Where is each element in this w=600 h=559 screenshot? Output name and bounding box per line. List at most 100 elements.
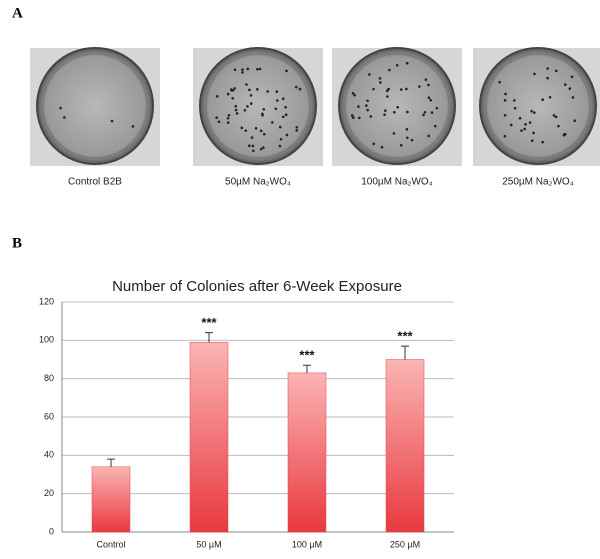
colony: [233, 68, 237, 72]
colony: [278, 144, 282, 148]
colony: [226, 121, 230, 124]
colony: [295, 125, 299, 129]
colony: [387, 87, 390, 91]
colony: [570, 75, 574, 79]
plate-label: 100µM Na₂WO₄: [361, 177, 433, 188]
colony: [530, 139, 534, 143]
colony: [513, 99, 516, 102]
colony: [279, 137, 283, 141]
colony: [392, 132, 396, 135]
colony: [372, 87, 375, 91]
colony: [366, 99, 369, 103]
colony: [250, 136, 254, 139]
colony: [503, 134, 507, 138]
colony: [240, 126, 244, 130]
y-tick-label: 120: [39, 296, 54, 306]
colony: [278, 125, 282, 129]
colony: [353, 93, 356, 97]
colony: [274, 107, 278, 111]
colony: [262, 146, 265, 149]
colony: [406, 136, 409, 140]
colony: [284, 105, 287, 109]
y-tick-label: 40: [44, 450, 54, 460]
colony: [231, 96, 235, 100]
colony: [261, 112, 264, 116]
colony: [433, 124, 437, 128]
colony: [571, 96, 575, 99]
colony: [533, 72, 536, 76]
colony: [383, 109, 387, 112]
colony: [395, 64, 399, 67]
colony: [241, 68, 244, 71]
colony: [520, 129, 523, 132]
bar: [385, 359, 425, 533]
colony: [246, 67, 250, 71]
y-tick-label: 60: [44, 411, 54, 421]
colony: [405, 128, 409, 131]
significance: ***: [201, 315, 217, 330]
colony: [573, 119, 577, 123]
colony: [351, 91, 355, 95]
colony: [249, 102, 253, 105]
plate-rim: [42, 53, 148, 159]
panel-label: A: [12, 5, 23, 21]
colony: [503, 99, 507, 102]
colony: [295, 129, 299, 132]
colony: [284, 113, 288, 117]
colony: [365, 104, 368, 107]
colony: [357, 116, 361, 120]
x-tick-label: Control: [96, 539, 125, 549]
error-bar: [303, 364, 311, 373]
colony: [378, 77, 382, 80]
colony: [541, 140, 544, 144]
colony: [281, 97, 285, 101]
colony: [234, 104, 237, 108]
x-tick-label: 250 µM: [390, 539, 420, 549]
colony: [234, 108, 238, 112]
plate: [199, 47, 317, 165]
colony: [258, 67, 262, 71]
colony: [262, 132, 266, 136]
colony: [217, 120, 221, 124]
colony: [530, 109, 533, 113]
colony: [256, 67, 259, 71]
colony: [298, 87, 302, 91]
colony: [418, 85, 421, 88]
colony: [266, 90, 270, 93]
colony: [131, 125, 135, 128]
colony: [504, 92, 507, 96]
x-tick-label: 50 µM: [196, 539, 221, 549]
significance: ***: [299, 348, 315, 363]
colony: [244, 129, 248, 132]
colony: [281, 115, 285, 119]
colony: [541, 98, 544, 101]
colony: [503, 113, 507, 117]
colony: [285, 69, 288, 73]
colony: [110, 119, 114, 123]
colony: [548, 95, 552, 99]
error-bar: [205, 332, 213, 343]
colony: [528, 121, 532, 124]
plate-rim: [344, 53, 450, 159]
colony: [350, 114, 354, 117]
y-tick-label: 0: [49, 526, 54, 536]
colony: [294, 85, 298, 89]
colony: [524, 123, 527, 126]
colony: [562, 133, 566, 136]
colony: [427, 83, 430, 87]
colony: [422, 113, 425, 117]
colony: [246, 105, 249, 108]
y-tick-label: 20: [44, 488, 54, 498]
colony: [251, 144, 255, 148]
colony: [233, 87, 237, 90]
colony: [235, 112, 239, 115]
colony: [509, 123, 513, 127]
colony: [410, 138, 414, 142]
plate-label: Control B2B: [68, 177, 122, 188]
colony: [498, 80, 501, 84]
colony: [229, 88, 233, 91]
colony: [259, 129, 263, 133]
plate-label: 50µM Na₂WO₄: [225, 177, 291, 188]
colony: [369, 115, 373, 118]
